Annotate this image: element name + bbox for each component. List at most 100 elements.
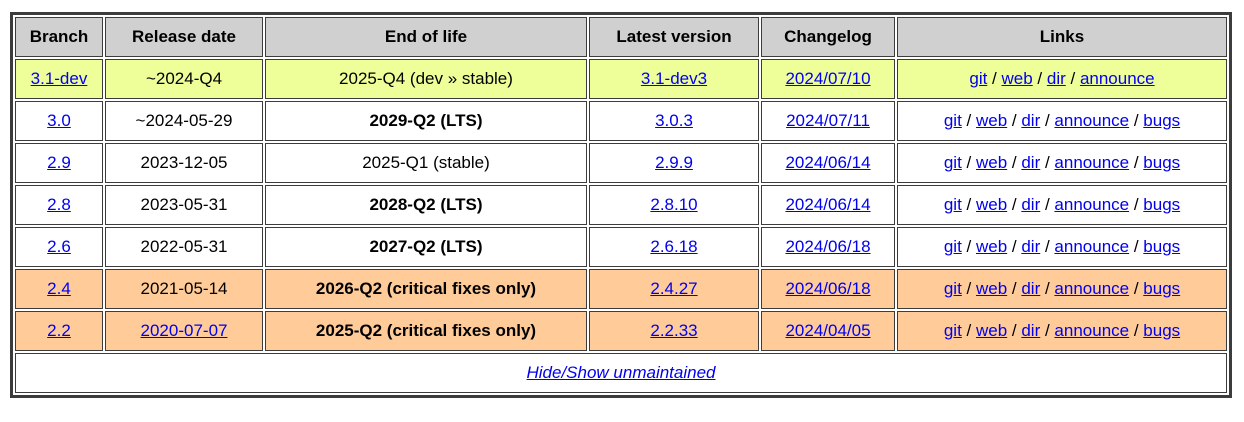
latest-version-cell: 2.4.27 <box>589 269 759 309</box>
dir-link[interactable]: dir <box>1021 111 1041 130</box>
latest-version-cell: 2.2.33 <box>589 311 759 351</box>
changelog-cell: 2024/06/14 <box>761 143 895 183</box>
changelog-link[interactable]: 2024/06/14 <box>785 195 871 214</box>
release-date-value: 2023-12-05 <box>140 153 228 172</box>
dir-link[interactable]: dir <box>1021 279 1041 298</box>
git-link[interactable]: git <box>943 111 962 130</box>
web-link[interactable]: web <box>975 321 1008 340</box>
web-link[interactable]: web <box>975 237 1008 256</box>
release-date-cell: 2023-05-31 <box>105 185 263 225</box>
announce-link[interactable]: announce <box>1054 111 1130 130</box>
changelog-cell: 2024/07/10 <box>761 59 895 99</box>
branch-link[interactable]: 2.2 <box>47 321 71 340</box>
branch-link[interactable]: 3.0 <box>47 111 71 130</box>
end-of-life-value: 2025-Q2 (critical fixes only) <box>315 321 537 340</box>
end-of-life-value: 2026-Q2 (critical fixes only) <box>315 279 537 298</box>
git-link[interactable]: git <box>943 237 962 256</box>
announce-link[interactable]: announce <box>1054 153 1130 172</box>
release-row: 2.4 2021-05-14 2026-Q2 (critical fixes o… <box>15 269 1227 309</box>
web-link[interactable]: web <box>975 195 1008 214</box>
branch-cell: 2.9 <box>15 143 103 183</box>
announce-link[interactable]: announce <box>1054 279 1130 298</box>
bugs-link[interactable]: bugs <box>1143 237 1181 256</box>
end-of-life-value: 2027-Q2 (LTS) <box>369 237 483 256</box>
end-of-life-cell: 2026-Q2 (critical fixes only) <box>265 269 587 309</box>
release-date-value: 2021-05-14 <box>140 279 228 298</box>
links-cell: git / web / dir / announce / bugs <box>897 269 1227 309</box>
release-date-link[interactable]: 2020-07-07 <box>140 321 228 340</box>
latest-version-link[interactable]: 2.8.10 <box>650 195 698 214</box>
links-cell: git / web / dir / announce / bugs <box>897 101 1227 141</box>
bugs-link[interactable]: bugs <box>1143 111 1181 130</box>
changelog-link[interactable]: 2024/06/18 <box>785 237 871 256</box>
web-link[interactable]: web <box>1001 69 1033 88</box>
end-of-life-cell: 2027-Q2 (LTS) <box>265 227 587 267</box>
changelog-cell: 2024/07/11 <box>761 101 895 141</box>
links-cell: git / web / dir / announce / bugs <box>897 143 1227 183</box>
latest-version-link[interactable]: 2.2.33 <box>650 321 698 340</box>
column-header-branch: Branch <box>15 17 103 57</box>
dir-link[interactable]: dir <box>1021 153 1041 172</box>
changelog-cell: 2024/06/18 <box>761 269 895 309</box>
git-link[interactable]: git <box>969 69 988 88</box>
changelog-cell: 2024/06/18 <box>761 227 895 267</box>
page: Branch Release date End of life Latest v… <box>10 12 1232 398</box>
announce-link[interactable]: announce <box>1054 195 1130 214</box>
release-row: 2.9 2023-12-05 2025-Q1 (stable) 2.9.9 20… <box>15 143 1227 183</box>
dir-link[interactable]: dir <box>1021 237 1041 256</box>
web-link[interactable]: web <box>975 279 1008 298</box>
web-link[interactable]: web <box>975 153 1008 172</box>
branch-cell: 3.1-dev <box>15 59 103 99</box>
dir-link[interactable]: dir <box>1046 69 1066 88</box>
changelog-link[interactable]: 2024/07/10 <box>785 69 871 88</box>
branch-cell: 2.2 <box>15 311 103 351</box>
branch-link[interactable]: 2.9 <box>47 153 71 172</box>
end-of-life-cell: 2025-Q1 (stable) <box>265 143 587 183</box>
changelog-link[interactable]: 2024/04/05 <box>785 321 871 340</box>
links-cell: git / web / dir / announce <box>897 59 1227 99</box>
latest-version-link[interactable]: 2.9.9 <box>655 153 693 172</box>
release-row: 2.8 2023-05-31 2028-Q2 (LTS) 2.8.10 2024… <box>15 185 1227 225</box>
toggle-unmaintained-cell: Hide/Show unmaintained <box>15 353 1227 393</box>
git-link[interactable]: git <box>943 279 962 298</box>
release-date-value: 2023-05-31 <box>140 195 228 214</box>
changelog-link[interactable]: 2024/07/11 <box>786 111 870 130</box>
dir-link[interactable]: dir <box>1021 195 1041 214</box>
latest-version-link[interactable]: 2.6.18 <box>650 237 698 256</box>
bugs-link[interactable]: bugs <box>1143 153 1181 172</box>
release-row: 3.1-dev ~2024-Q4 2025-Q4 (dev » stable) … <box>15 59 1227 99</box>
links-cell: git / web / dir / announce / bugs <box>897 311 1227 351</box>
changelog-link[interactable]: 2024/06/18 <box>785 279 871 298</box>
latest-version-cell: 3.1-dev3 <box>589 59 759 99</box>
header-row: Branch Release date End of life Latest v… <box>15 17 1227 57</box>
branch-link[interactable]: 3.1-dev <box>30 69 88 88</box>
column-header-changelog: Changelog <box>761 17 895 57</box>
latest-version-cell: 2.6.18 <box>589 227 759 267</box>
announce-link[interactable]: announce <box>1079 69 1155 88</box>
latest-version-link[interactable]: 2.4.27 <box>650 279 698 298</box>
announce-link[interactable]: announce <box>1054 321 1130 340</box>
hide-show-unmaintained-link[interactable]: Hide/Show unmaintained <box>526 363 716 382</box>
latest-version-link[interactable]: 3.0.3 <box>655 111 693 130</box>
branch-cell: 2.4 <box>15 269 103 309</box>
announce-link[interactable]: announce <box>1054 237 1130 256</box>
branch-link[interactable]: 2.8 <box>47 195 71 214</box>
web-link[interactable]: web <box>975 111 1008 130</box>
column-header-end-of-life: End of life <box>265 17 587 57</box>
branch-cell: 3.0 <box>15 101 103 141</box>
releases-table: Branch Release date End of life Latest v… <box>10 12 1232 398</box>
bugs-link[interactable]: bugs <box>1143 321 1181 340</box>
changelog-link[interactable]: 2024/06/14 <box>785 153 871 172</box>
branch-link[interactable]: 2.6 <box>47 237 71 256</box>
branch-link[interactable]: 2.4 <box>47 279 71 298</box>
git-link[interactable]: git <box>943 195 962 214</box>
bugs-link[interactable]: bugs <box>1143 279 1181 298</box>
release-date-value: 2022-05-31 <box>140 237 228 256</box>
bugs-link[interactable]: bugs <box>1143 195 1181 214</box>
latest-version-cell: 2.9.9 <box>589 143 759 183</box>
dir-link[interactable]: dir <box>1021 321 1041 340</box>
git-link[interactable]: git <box>943 321 962 340</box>
latest-version-link[interactable]: 3.1-dev3 <box>640 69 708 88</box>
git-link[interactable]: git <box>943 153 962 172</box>
latest-version-cell: 3.0.3 <box>589 101 759 141</box>
